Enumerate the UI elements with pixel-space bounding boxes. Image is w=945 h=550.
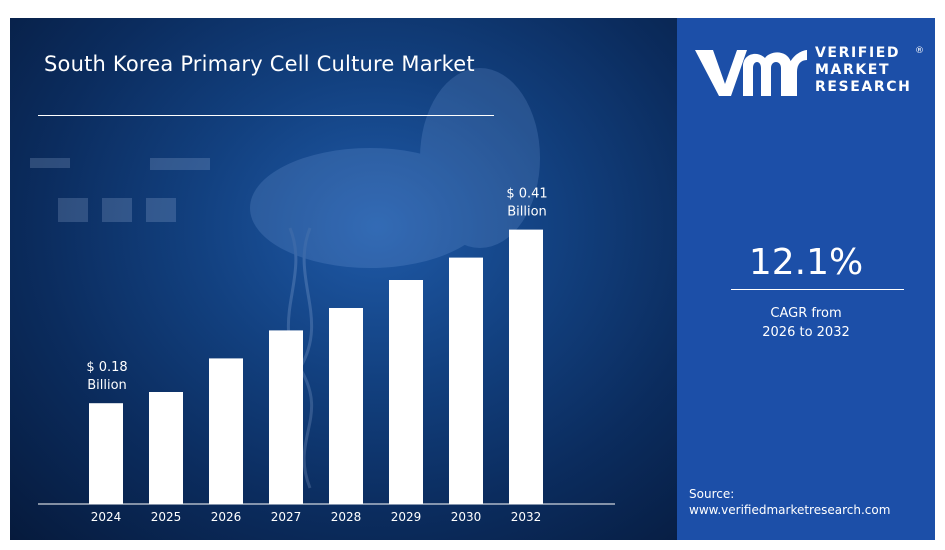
x-tick-label-2029: 2029 bbox=[391, 510, 422, 524]
x-tick-label-2032: 2032 bbox=[511, 510, 542, 524]
source-note: Source: www.verifiedmarketresearch.com bbox=[689, 486, 890, 518]
brand-line-2: MARKET bbox=[815, 62, 891, 78]
bar-2025 bbox=[149, 392, 183, 504]
cagr-label: CAGR from 2026 to 2032 bbox=[677, 304, 935, 342]
bar-chart: 2024 $ 0.18 Billion 2025 2026 2027 2028 2029 203… bbox=[38, 187, 615, 524]
cagr-divider bbox=[731, 289, 904, 290]
data-label-2032-line-1: $ 0.41 bbox=[506, 187, 547, 202]
bar-2030 bbox=[449, 257, 483, 504]
bar-2026 bbox=[209, 358, 243, 504]
brand-line-3: RESEARCH bbox=[815, 79, 912, 95]
bar-2028 bbox=[329, 308, 363, 504]
x-tick-label-2027: 2027 bbox=[271, 510, 302, 524]
cagr-value: 12.1% bbox=[748, 242, 864, 283]
vmr-logo-icon bbox=[695, 50, 807, 96]
data-label-2024-line-2: Billion bbox=[87, 378, 127, 393]
bar-2024 bbox=[89, 403, 123, 504]
data-label-2024-line-1: $ 0.18 bbox=[86, 360, 127, 375]
x-tick-label-2030: 2030 bbox=[451, 510, 482, 524]
cagr-label-line-1: CAGR from bbox=[770, 306, 842, 321]
infographic-card: South Korea Primary Cell Culture Market … bbox=[10, 18, 935, 540]
bar-2027 bbox=[269, 330, 303, 504]
brand-line-1: VERIFIED bbox=[815, 45, 901, 61]
data-label-2032-line-2: Billion bbox=[507, 205, 547, 220]
cagr-label-line-2: 2026 to 2032 bbox=[762, 325, 850, 340]
registered-mark: ® bbox=[915, 46, 924, 56]
x-tick-label-2025: 2025 bbox=[151, 510, 182, 524]
source-url: www.verifiedmarketresearch.com bbox=[689, 503, 891, 517]
chart-title: South Korea Primary Cell Culture Market bbox=[44, 52, 475, 76]
x-tick-label-2024: 2024 bbox=[91, 510, 122, 524]
brand-name: VERIFIED MARKET RESEARCH bbox=[815, 45, 911, 96]
title-underline bbox=[38, 115, 494, 116]
bar-2032 bbox=[509, 229, 543, 504]
chart-panel: South Korea Primary Cell Culture Market … bbox=[10, 18, 677, 540]
info-panel: VERIFIED MARKET RESEARCH ® 12.1% CAGR fr… bbox=[677, 18, 935, 540]
source-label: Source: bbox=[689, 487, 735, 501]
x-tick-label-2028: 2028 bbox=[331, 510, 362, 524]
x-tick-label-2026: 2026 bbox=[211, 510, 242, 524]
bar-2029 bbox=[389, 280, 423, 504]
